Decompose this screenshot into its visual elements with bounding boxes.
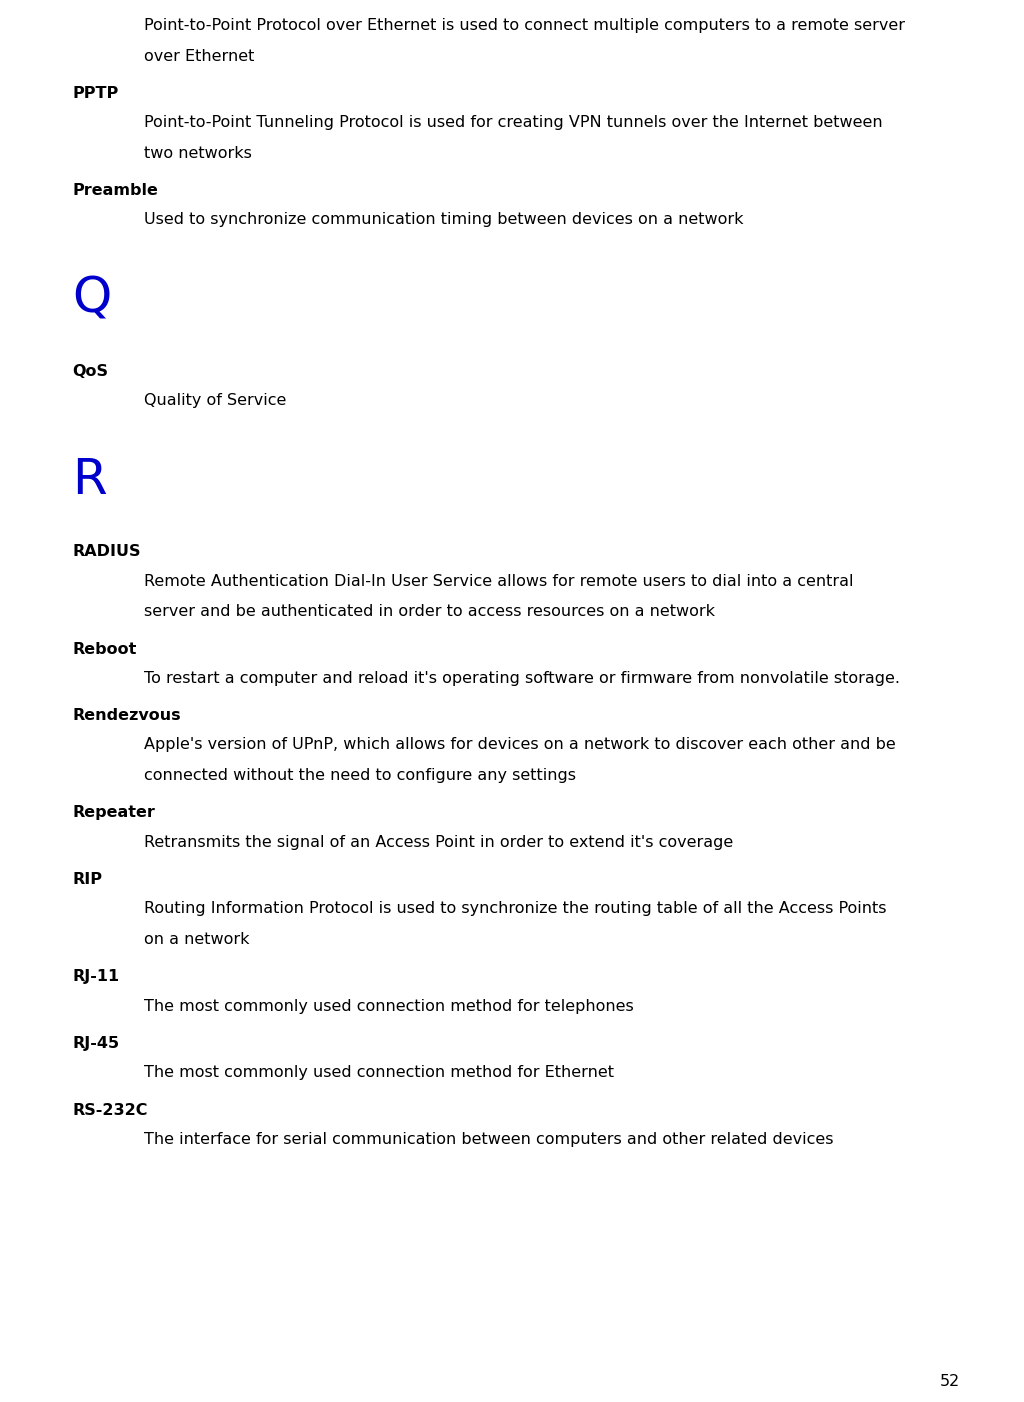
Text: To restart a computer and reload it's operating software or firmware from nonvol: To restart a computer and reload it's op… <box>144 670 900 686</box>
Text: connected without the need to configure any settings: connected without the need to configure … <box>144 768 575 782</box>
Text: RJ-45: RJ-45 <box>72 1036 119 1052</box>
Text: Repeater: Repeater <box>72 806 155 820</box>
Text: The most commonly used connection method for telephones: The most commonly used connection method… <box>144 998 634 1014</box>
Text: Q: Q <box>72 275 112 322</box>
Text: The most commonly used connection method for Ethernet: The most commonly used connection method… <box>144 1066 614 1080</box>
Text: 52: 52 <box>940 1374 961 1389</box>
Text: PPTP: PPTP <box>72 86 118 101</box>
Text: R: R <box>72 456 106 503</box>
Text: Preamble: Preamble <box>72 184 158 198</box>
Text: RJ-11: RJ-11 <box>72 969 119 984</box>
Text: Routing Information Protocol is used to synchronize the routing table of all the: Routing Information Protocol is used to … <box>144 901 887 917</box>
Text: The interface for serial communication between computers and other related devic: The interface for serial communication b… <box>144 1131 834 1147</box>
Text: Point-to-Point Protocol over Ethernet is used to connect multiple computers to a: Point-to-Point Protocol over Ethernet is… <box>144 18 905 34</box>
Text: RADIUS: RADIUS <box>72 544 140 559</box>
Text: Rendezvous: Rendezvous <box>72 708 180 723</box>
Text: Apple's version of UPnP, which allows for devices on a network to discover each : Apple's version of UPnP, which allows fo… <box>144 737 896 753</box>
Text: Point-to-Point Tunneling Protocol is used for creating VPN tunnels over the Inte: Point-to-Point Tunneling Protocol is use… <box>144 115 883 130</box>
Text: RS-232C: RS-232C <box>72 1103 147 1117</box>
Text: server and be authenticated in order to access resources on a network: server and be authenticated in order to … <box>144 604 715 620</box>
Text: QoS: QoS <box>72 365 108 379</box>
Text: Retransmits the signal of an Access Point in order to extend it's coverage: Retransmits the signal of an Access Poin… <box>144 834 733 850</box>
Text: RIP: RIP <box>72 872 102 887</box>
Text: Quality of Service: Quality of Service <box>144 393 287 408</box>
Text: Used to synchronize communication timing between devices on a network: Used to synchronize communication timing… <box>144 213 743 227</box>
Text: on a network: on a network <box>144 932 250 946</box>
Text: Reboot: Reboot <box>72 642 136 656</box>
Text: over Ethernet: over Ethernet <box>144 49 254 63</box>
Text: two networks: two networks <box>144 146 252 161</box>
Text: Remote Authentication Dial-In User Service allows for remote users to dial into : Remote Authentication Dial-In User Servi… <box>144 573 853 589</box>
